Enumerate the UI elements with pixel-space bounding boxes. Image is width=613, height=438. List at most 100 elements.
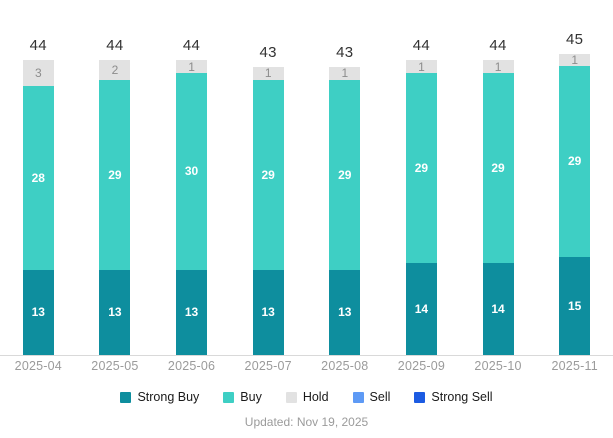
x-axis-label: 2025-05 — [91, 359, 139, 373]
bar-segment-buy[interactable]: 30 — [176, 72, 208, 270]
segment-value-label: 1 — [264, 66, 272, 80]
stacked-bar: 3 28 13 — [22, 60, 54, 355]
segment-value-label: 29 — [568, 154, 582, 169]
total-label: 44 — [412, 37, 431, 55]
legend-label: Strong Sell — [431, 390, 493, 404]
bar-segment-buy[interactable]: 29 — [329, 79, 361, 270]
total-label: 44 — [489, 37, 507, 55]
segment-value-label: 1 — [188, 60, 195, 73]
bar-segment-hold[interactable]: 2 — [99, 60, 131, 80]
bar-segment-hold[interactable]: 1 — [482, 60, 514, 73]
segment-value-label: 30 — [184, 164, 199, 179]
bar-segment-hold[interactable]: 1 — [405, 60, 437, 73]
segment-value-label: 29 — [338, 167, 352, 182]
legend-swatch-icon — [352, 391, 364, 403]
bar-column-2025-09: 44 1 29 14 — [383, 0, 460, 355]
x-axis-label: 2025-08 — [321, 359, 369, 373]
legend-swatch-icon — [223, 391, 235, 403]
stacked-bar: 1 29 13 — [252, 66, 284, 355]
segment-value-label: 13 — [261, 305, 275, 320]
total-label: 44 — [106, 37, 124, 55]
segment-value-label: 14 — [491, 302, 505, 317]
total-label: 43 — [259, 43, 277, 61]
bar-segment-buy[interactable]: 28 — [22, 86, 54, 270]
bar-segment-buy[interactable]: 29 — [559, 66, 591, 257]
legend-swatch-icon — [414, 391, 426, 403]
segment-value-label: 3 — [34, 66, 42, 81]
legend-item-strong-buy[interactable]: Strong Buy — [120, 391, 199, 404]
legend-label: Buy — [240, 390, 262, 404]
legend-item-strong-sell[interactable]: Strong Sell — [414, 390, 493, 404]
legend-item-hold[interactable]: Hold — [285, 390, 329, 404]
x-axis-labels: 2025-04 2025-05 2025-06 2025-07 2025-08 2025-… — [0, 359, 613, 373]
total-label: 44 — [29, 37, 47, 55]
bar-segment-strong-buy[interactable]: 14 — [482, 263, 514, 355]
plot-area: 44 3 28 13 44 2 29 13 44 1 30 13 43 1 29 13 43 1 29 13 44 1 29… — [0, 0, 613, 356]
segment-value-label: 15 — [568, 298, 582, 313]
segment-value-label: 2 — [111, 62, 119, 77]
bar-segment-strong-buy[interactable]: 13 — [329, 269, 361, 355]
bar-segment-strong-buy[interactable]: 13 — [22, 269, 54, 355]
x-axis-label: 2025-10 — [474, 359, 522, 373]
x-axis-label: 2025-09 — [397, 359, 446, 373]
bar-column-2025-06: 44 1 30 13 — [153, 0, 230, 355]
stacked-bar: 1 29 14 — [405, 60, 437, 355]
bar-segment-hold[interactable]: 1 — [252, 66, 284, 80]
segment-value-label: 13 — [31, 305, 45, 320]
bar-segment-strong-buy[interactable]: 14 — [405, 263, 437, 355]
bar-column-2025-07: 43 1 29 13 — [230, 0, 307, 355]
legend-item-sell[interactable]: Sell — [352, 390, 391, 404]
bar-column-2025-05: 44 2 29 13 — [77, 0, 154, 355]
legend-swatch-icon — [120, 391, 132, 403]
x-axis-label: 2025-06 — [167, 359, 216, 373]
legend-swatch-icon — [285, 391, 297, 403]
total-label: 44 — [182, 37, 201, 55]
bar-segment-buy[interactable]: 29 — [252, 79, 284, 270]
legend-label: Sell — [369, 390, 391, 404]
stacked-bar: 1 29 15 — [559, 53, 591, 355]
bar-segment-buy[interactable]: 29 — [99, 79, 131, 270]
total-label: 45 — [566, 30, 584, 48]
bar-segment-strong-buy[interactable]: 13 — [176, 269, 208, 355]
stacked-bar: 1 29 13 — [329, 66, 361, 355]
bar-segment-strong-buy[interactable]: 13 — [252, 269, 284, 355]
updated-label: Updated: Nov 19, 2025 — [244, 415, 369, 429]
bar-segment-hold[interactable]: 3 — [22, 60, 54, 87]
bar-segment-hold[interactable]: 1 — [559, 53, 591, 67]
total-label: 43 — [336, 43, 354, 61]
segment-value-label: 13 — [184, 305, 199, 320]
x-axis-label: 2025-04 — [14, 359, 62, 373]
x-axis-label: 2025-07 — [244, 359, 292, 373]
bar-segment-hold[interactable]: 1 — [176, 60, 208, 73]
bar-column-2025-11: 45 1 29 15 — [536, 0, 613, 355]
segment-value-label: 1 — [341, 66, 349, 80]
x-axis-label: 2025-11 — [551, 359, 598, 373]
bar-segment-buy[interactable]: 29 — [482, 72, 514, 264]
bar-column-2025-10: 44 1 29 14 — [460, 0, 537, 355]
bar-column-2025-08: 43 1 29 13 — [307, 0, 384, 355]
segment-value-label: 14 — [414, 302, 429, 317]
segment-value-label: 13 — [338, 305, 352, 320]
segment-value-label: 28 — [31, 170, 45, 185]
segment-value-label: 13 — [108, 305, 122, 320]
segment-value-label: 29 — [414, 161, 429, 176]
segment-value-label: 1 — [418, 60, 425, 73]
segment-value-label: 29 — [261, 167, 275, 182]
stacked-bar: 1 29 14 — [482, 60, 514, 355]
bar-segment-buy[interactable]: 29 — [405, 72, 437, 264]
bar-segment-strong-buy[interactable]: 13 — [99, 269, 131, 355]
legend-label: Hold — [302, 390, 329, 404]
bar-segment-strong-buy[interactable]: 15 — [559, 256, 591, 355]
stacked-bar: 1 30 13 — [176, 60, 208, 355]
segment-value-label: 1 — [571, 53, 579, 67]
legend: Strong Buy Buy Hold Sell Strong Sell — [0, 391, 613, 404]
bar-segment-hold[interactable]: 1 — [329, 66, 361, 80]
segment-value-label: 29 — [108, 167, 122, 182]
legend-item-buy[interactable]: Buy — [223, 391, 262, 404]
legend-label: Strong Buy — [137, 390, 200, 404]
segment-value-label: 1 — [494, 60, 502, 73]
segment-value-label: 29 — [491, 161, 505, 176]
stacked-bar: 2 29 13 — [99, 60, 131, 355]
bar-column-2025-04: 44 3 28 13 — [0, 0, 77, 355]
